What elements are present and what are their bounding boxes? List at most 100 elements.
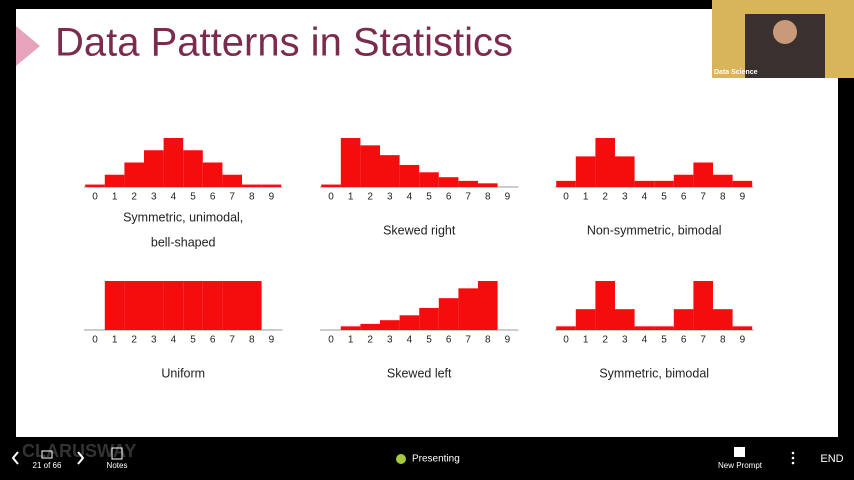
bar (634, 326, 655, 330)
bar (202, 162, 223, 187)
x-tick-label: 9 (740, 192, 746, 203)
menu-dot[interactable] (791, 461, 795, 465)
bar (261, 184, 282, 187)
x-tick-label: 0 (563, 192, 569, 203)
x-tick-label: 6 (681, 335, 687, 346)
bar (458, 288, 478, 330)
bar (713, 309, 733, 330)
prev-button[interactable] (11, 451, 19, 465)
x-tick-label: 4 (642, 192, 648, 203)
x-tick-label: 5 (661, 335, 667, 346)
bar (183, 150, 203, 187)
bar (399, 164, 420, 187)
x-tick-label: 7 (229, 335, 235, 346)
bar (575, 309, 596, 330)
x-tick-label: 9 (269, 335, 275, 346)
x-tick-label: 5 (190, 335, 196, 346)
x-tick-label: 4 (171, 192, 177, 203)
x-tick-label: 6 (210, 335, 216, 346)
x-tick-label: 8 (485, 335, 491, 346)
x-tick-label: 4 (407, 192, 413, 203)
x-tick-label: 7 (465, 192, 471, 203)
x-tick-label: 1 (583, 192, 589, 203)
bar (556, 180, 576, 187)
bar (399, 315, 420, 330)
webcam-label: Data Science (714, 69, 758, 76)
bar (321, 184, 341, 187)
x-tick-label: 9 (505, 192, 511, 203)
bar (104, 281, 125, 330)
status-dot (396, 454, 406, 464)
bar (222, 174, 242, 187)
bar (340, 326, 361, 330)
bar (654, 326, 674, 330)
bar (438, 298, 459, 330)
menu-dot[interactable] (791, 451, 795, 455)
histograms: 0 1 2 3 4 5 6 7 8 9 Symmetric, unimodal, bell-shape… (84, 138, 754, 380)
x-tick-label: 0 (92, 335, 98, 346)
bar (183, 281, 203, 330)
bar (732, 326, 753, 330)
notes-icon[interactable] (111, 447, 123, 460)
bar (202, 281, 223, 330)
bar (242, 281, 262, 330)
x-tick-label: 9 (505, 335, 511, 346)
bar (575, 156, 596, 187)
x-tick-label: 2 (131, 335, 137, 346)
caption: Symmetric, bimodal (599, 366, 709, 380)
x-tick-label: 5 (426, 335, 432, 346)
x-tick-label: 0 (328, 192, 334, 203)
bar (673, 309, 694, 330)
x-tick-label: 3 (622, 335, 628, 346)
x-tick-label: 5 (426, 192, 432, 203)
bar (85, 184, 105, 187)
bar (242, 184, 262, 187)
title-marker (16, 26, 40, 66)
x-tick-label: 1 (348, 335, 354, 346)
bar (595, 138, 615, 187)
next-button[interactable] (77, 451, 85, 465)
slide (16, 9, 838, 437)
bar (478, 183, 498, 187)
new-prompt-label[interactable]: New Prompt (718, 461, 763, 470)
bar (360, 323, 380, 330)
caption: Skewed right (383, 223, 456, 237)
x-tick-label: 2 (131, 192, 137, 203)
x-tick-label: 6 (446, 192, 452, 203)
status-label: Presenting (412, 454, 460, 465)
end-button[interactable]: END (820, 453, 843, 465)
bar (419, 307, 439, 330)
x-tick-label: 7 (465, 335, 471, 346)
bar (732, 180, 753, 187)
new-prompt-icon[interactable] (734, 447, 745, 457)
bar (124, 162, 144, 187)
x-tick-label: 1 (112, 335, 118, 346)
bar (458, 180, 478, 187)
x-tick-label: 3 (387, 335, 393, 346)
bar (595, 281, 615, 330)
x-tick-label: 7 (700, 335, 706, 346)
bar (380, 155, 400, 187)
bar (438, 177, 459, 187)
bar (615, 156, 635, 187)
toolbar: CLARUSWAY 21 of 66 Notes Presenting New … (0, 437, 854, 480)
x-tick-label: 1 (112, 192, 118, 203)
x-tick-label: 2 (602, 335, 608, 346)
caption: Symmetric, unimodal, (123, 210, 243, 224)
x-tick-label: 8 (720, 335, 726, 346)
notes-label[interactable]: Notes (107, 461, 128, 470)
caption: Skewed left (387, 366, 452, 380)
x-tick-label: 3 (387, 192, 393, 203)
webcam: Data Science (712, 0, 854, 78)
bar (634, 180, 655, 187)
x-tick-label: 2 (367, 192, 373, 203)
x-tick-label: 5 (190, 192, 196, 203)
bar (104, 174, 125, 187)
menu-dot[interactable] (791, 456, 795, 460)
slides-icon[interactable] (41, 450, 53, 459)
toolbar-bg (0, 437, 854, 480)
bar (673, 174, 694, 187)
caption: Uniform (161, 366, 205, 380)
